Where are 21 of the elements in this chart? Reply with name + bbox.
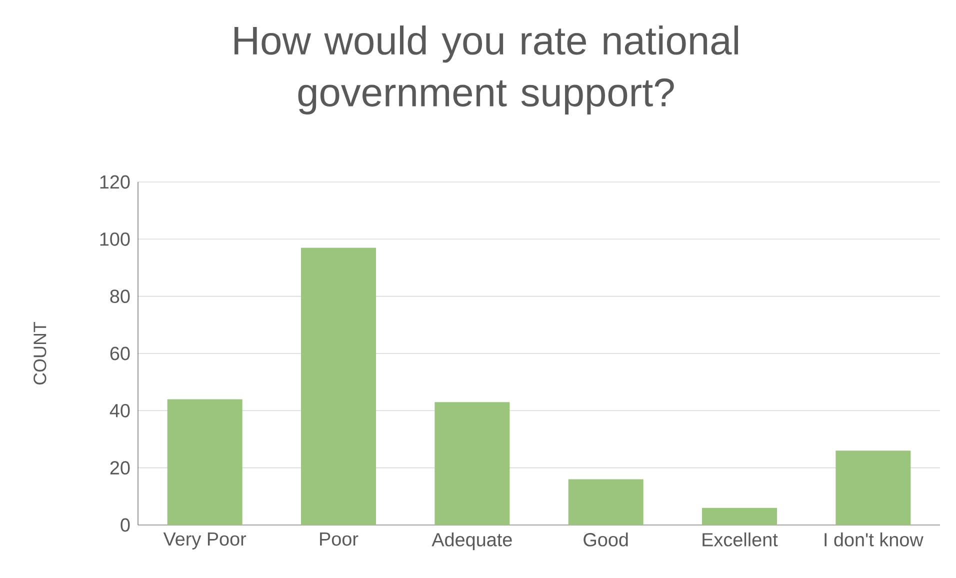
bar — [568, 479, 644, 525]
x-tick-label: Good — [584, 532, 628, 546]
x-tick-label: Very Poor — [163, 532, 246, 550]
bar — [702, 508, 778, 525]
y-tick-label: 20 — [110, 461, 130, 475]
y-tick-label: 100 — [100, 232, 130, 246]
y-tick-label: 40 — [110, 404, 130, 418]
bar — [434, 402, 510, 525]
x-tick-label: Poor — [320, 532, 358, 546]
x-tick-label: I don't know — [824, 532, 924, 546]
bar — [836, 450, 911, 525]
bar — [167, 399, 242, 525]
y-tick-label: 120 — [100, 175, 130, 189]
x-tick-label: Adequate — [432, 532, 512, 550]
y-tick-label: 60 — [110, 346, 130, 360]
x-tick-label: Excellent — [702, 532, 778, 546]
y-axis-title: COUNT — [34, 322, 46, 384]
y-tick-label: 80 — [110, 290, 130, 304]
chart-title: How would you rate national government support? — [234, 26, 738, 114]
y-tick-label: 0 — [120, 518, 130, 532]
bar — [301, 248, 376, 525]
